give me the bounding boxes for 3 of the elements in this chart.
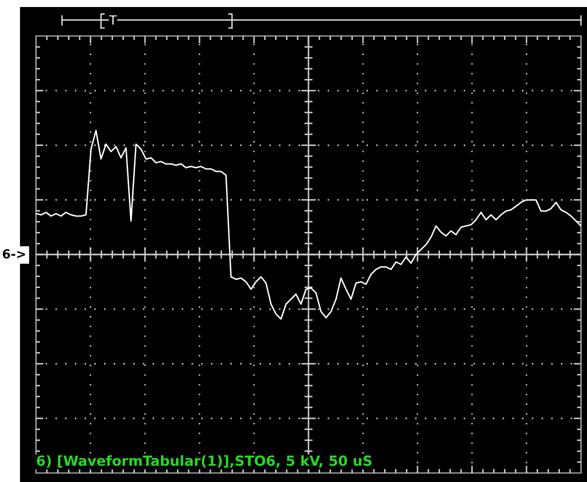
text: 6->	[2, 249, 26, 259]
text: 6) [WaveformTabular(1)],STO6, 5 kV, 50 uS	[36, 455, 372, 468]
text: T	[109, 15, 117, 24]
